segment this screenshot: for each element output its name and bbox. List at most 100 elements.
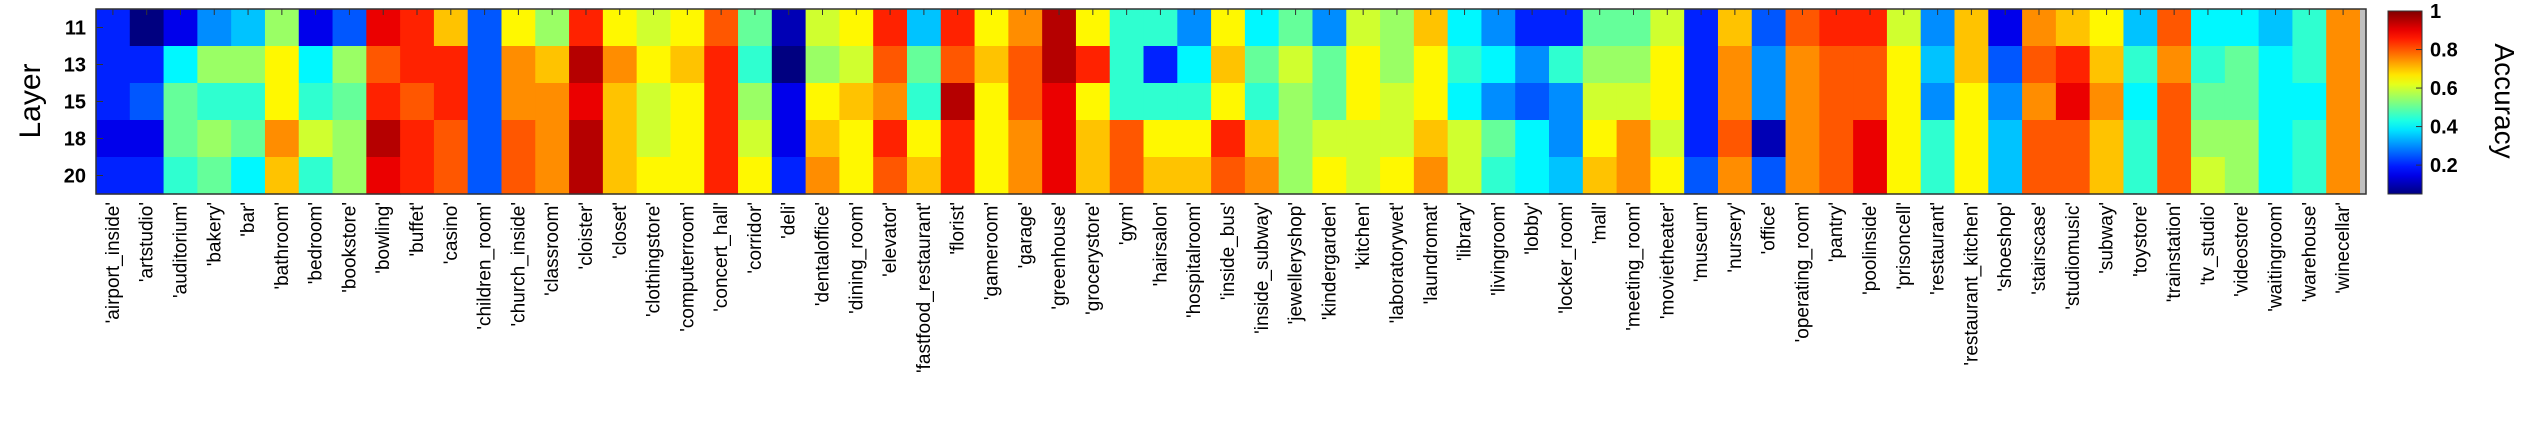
heatmap-cell [1380,46,1415,84]
heatmap-cell [1346,9,1381,47]
heatmap-cell [839,120,874,158]
heatmap-cell [906,83,942,121]
heatmap-cell [2089,46,2125,84]
heatmap-cell [2258,46,2294,84]
x-tick-label: 'bar' [238,202,259,237]
heatmap-cell [2224,157,2260,195]
x-tick-label: 'computerroom' [677,202,698,332]
heatmap-cell [1954,9,1989,47]
heatmap-cell [704,9,739,47]
heatmap-cell [670,83,705,121]
heatmap-cell [1008,46,1043,84]
heatmap-cell [2157,46,2192,84]
heatmap-cell [1853,46,1888,84]
heatmap-cell [264,83,300,121]
heatmap-cell [2224,83,2260,121]
heatmap-cell [2055,83,2091,121]
x-tick-label: 'poolinside' [1860,202,1881,295]
heatmap-cell [501,46,536,84]
heatmap-cell [2022,120,2057,158]
heatmap-cell [1549,9,1584,47]
heatmap-cell [1785,46,1820,84]
heatmap-cell [636,120,672,158]
heatmap-cell [1380,83,1415,121]
x-tick-label: 'winecellar' [2333,202,2354,294]
x-tick-label: 'garage' [1015,202,1036,268]
heatmap-cell [298,46,334,84]
y-axis-ticks: 11 13 15 18 20 [64,18,103,188]
heatmap-cell [1582,120,1618,158]
x-tick-label: 'deli' [779,202,800,239]
heatmap-cell [1684,46,1719,84]
heatmap-cell [771,46,807,84]
heatmap-cell [569,46,604,84]
heatmap-cell [264,46,300,84]
heatmap-cell [1616,120,1651,158]
x-tick-label: 'elevator' [880,202,901,277]
heatmap-cell [1785,120,1820,158]
heatmap-cell [704,120,739,158]
heatmap-cell [1920,83,1956,121]
heatmap-cell [1650,157,1685,195]
heatmap-cell [1109,157,1145,195]
heatmap-cell [2089,83,2125,121]
heatmap-cell [1717,157,1753,195]
x-tick-label: 'videostore' [2232,202,2253,297]
heatmap-cell [1075,9,1111,47]
heatmap-cell [670,46,705,84]
heatmap-cell [433,9,469,47]
y-axis-label: Layer [14,63,47,138]
heatmap-cell [1346,83,1381,121]
heatmap-cell [400,157,435,195]
heatmap-cell [873,46,908,84]
heatmap-cell [2055,120,2091,158]
heatmap-cell [2157,83,2192,121]
heatmap-cell [1582,9,1618,47]
heatmap-cell [1008,9,1043,47]
heatmap-cell [1109,83,1145,121]
heatmap-cell [569,157,604,195]
heatmap-cell [1819,120,1854,158]
heatmap-cell [163,46,198,84]
heatmap-cell [1312,9,1347,47]
heatmap-cell [636,9,672,47]
heatmap-cell [2157,120,2192,158]
heatmap-cell [1109,9,1145,47]
heatmap-cell [906,9,942,47]
heatmap-cell [1143,157,1178,195]
heatmap-cell [231,120,266,158]
heatmap-cell [1650,83,1685,121]
heatmap-cell [602,120,638,158]
heatmap-cell [2055,157,2091,195]
heatmap-cell [569,9,604,47]
x-tick-label: 'restaurant_kitchen' [1961,202,1982,366]
heatmap-cell [1413,83,1449,121]
y-tick-label: 11 [65,18,86,40]
heatmap-cell [366,83,401,121]
heatmap-cell [704,157,739,195]
heatmap-cell [1278,157,1314,195]
heatmap-cell [1380,120,1415,158]
heatmap-cell [738,46,773,84]
heatmap-cell [1819,46,1854,84]
heatmap-cell [1447,157,1483,195]
heatmap-cell [467,46,503,84]
heatmap-cell [940,46,976,84]
heatmap-cell [129,46,165,84]
heatmap-cell [163,9,198,47]
heatmap-cell [940,9,976,47]
heatmap-cell [1582,46,1618,84]
y-tick-label: 15 [64,92,86,114]
x-tick-label: 'meeting_room' [1623,202,1644,331]
heatmap-cell [1549,157,1584,195]
heatmap-cell [2326,9,2361,47]
heatmap-cell [1684,120,1719,158]
heatmap-cell [2022,157,2057,195]
heatmap-cell [197,120,232,158]
heatmap-cell [535,9,570,47]
heatmap-cell [1954,83,1989,121]
heatmap-cell [839,9,874,47]
heatmap-cell [1785,157,1820,195]
heatmap-cell [2089,120,2125,158]
